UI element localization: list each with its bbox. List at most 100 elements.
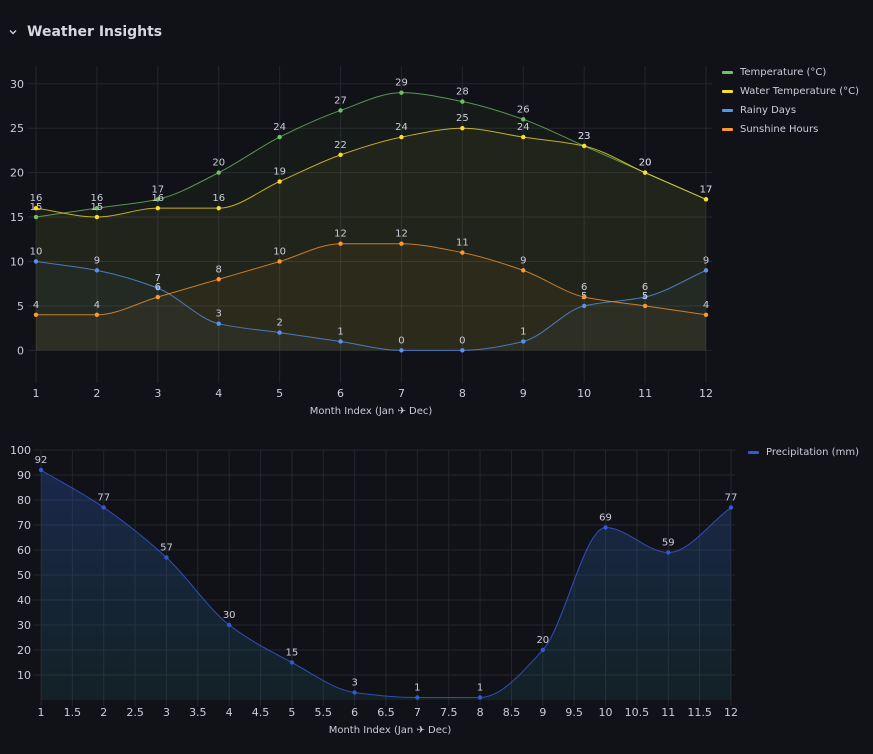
data-label: 69 (599, 513, 612, 524)
data-label: 16 (30, 193, 43, 204)
data-label: 4 (94, 300, 100, 311)
x-tick-label: 8.5 (503, 706, 521, 719)
data-label: 1 (477, 683, 483, 694)
data-label: 3 (351, 678, 357, 689)
data-point (277, 179, 282, 184)
x-tick-label: 5 (288, 706, 295, 719)
legend-label: Temperature (°C) (740, 67, 827, 78)
data-point (521, 268, 526, 273)
x-tick-label: 3 (163, 706, 170, 719)
data-label: 24 (273, 122, 286, 133)
data-point (399, 134, 404, 140)
legend-swatch (722, 71, 733, 74)
y-tick-label: 20 (17, 644, 31, 657)
data-point (94, 205, 100, 211)
data-label: 77 (97, 493, 110, 504)
x-tick-label: 5.5 (315, 706, 333, 719)
row-title: Weather Insights (27, 24, 163, 40)
data-label: 77 (725, 493, 738, 504)
y-tick-label: 80 (17, 494, 31, 507)
data-label: 20 (536, 635, 549, 646)
legend-swatch (722, 109, 733, 112)
legend-swatch (722, 128, 733, 131)
x-tick-label: 3 (154, 387, 161, 400)
x-tick-label: 11 (638, 387, 652, 400)
data-label: 92 (35, 455, 48, 466)
legend-label: Rainy Days (740, 105, 797, 116)
x-tick-label: 7 (414, 706, 421, 719)
data-label: 19 (273, 167, 286, 178)
x-tick-label: 2 (93, 387, 100, 400)
x-tick-label: 8 (459, 387, 466, 400)
legend-item-water-temperature-c[interactable]: Water Temperature (°C) (722, 82, 859, 101)
y-tick-label: 50 (17, 569, 31, 582)
data-point (352, 690, 357, 695)
data-label: 20 (639, 158, 652, 169)
data-point (38, 467, 44, 473)
x-tick-label: 10.5 (625, 706, 650, 719)
y-tick-label: 15 (10, 211, 24, 224)
data-label: 1 (414, 683, 420, 694)
data-label: 3 (216, 309, 222, 320)
data-point (33, 214, 39, 220)
data-label: 27 (334, 95, 347, 106)
x-tick-label: 5 (276, 387, 283, 400)
data-point (642, 303, 648, 309)
chart-legend: Precipitation (mm) (748, 443, 859, 462)
x-tick-label: 2.5 (126, 706, 144, 719)
data-label: 30 (223, 610, 236, 621)
data-label: 12 (334, 229, 347, 240)
top-panel-edge (0, 0, 873, 6)
x-tick-label: 1.5 (64, 706, 82, 719)
data-point (399, 90, 404, 95)
legend-swatch (748, 451, 759, 454)
series-area-rainy-days (36, 261, 706, 351)
data-point (155, 205, 161, 211)
x-tick-label: 10 (577, 387, 591, 400)
x-tick-label: 11.5 (687, 706, 712, 719)
data-label: 16 (91, 193, 104, 204)
x-axis-label: Month Index (Jan ✈ Dec) (310, 406, 433, 417)
data-label: 24 (517, 122, 530, 133)
x-tick-label: 6.5 (377, 706, 395, 719)
y-tick-label: 90 (17, 469, 31, 482)
series-area-water-temperature-c (36, 128, 706, 351)
data-point (289, 660, 295, 665)
data-point (460, 126, 465, 131)
data-point (728, 505, 734, 510)
data-point (703, 197, 709, 202)
data-label: 9 (703, 255, 709, 266)
data-label: 59 (662, 538, 675, 549)
legend-item-temperature-c[interactable]: Temperature (°C) (722, 63, 859, 82)
data-point (521, 339, 526, 344)
data-label: 1 (337, 326, 343, 337)
row-header-weather-insights[interactable]: Weather Insights (8, 20, 162, 44)
legend-label: Water Temperature (°C) (740, 86, 860, 97)
data-label: 22 (334, 140, 347, 151)
data-point (399, 348, 404, 353)
y-tick-label: 70 (17, 519, 31, 532)
data-label: 16 (151, 193, 164, 204)
legend-item-precipitation-mm[interactable]: Precipitation (mm) (748, 443, 859, 462)
data-label: 8 (216, 264, 222, 275)
data-label: 26 (517, 104, 530, 115)
legend-label: Precipitation (mm) (766, 447, 859, 458)
data-label: 23 (578, 131, 591, 142)
data-point (603, 525, 608, 530)
legend-item-rainy-days[interactable]: Rainy Days (722, 101, 859, 120)
data-point (277, 330, 282, 335)
x-tick-label: 2 (100, 706, 107, 719)
y-tick-label: 60 (17, 544, 31, 557)
data-label: 28 (456, 87, 469, 98)
data-label: 5 (642, 291, 648, 302)
x-tick-label: 7 (398, 387, 405, 400)
data-point (155, 197, 161, 202)
x-tick-label: 4 (226, 706, 233, 719)
data-label: 11 (456, 238, 469, 249)
legend-item-sunshine-hours[interactable]: Sunshine Hours (722, 120, 859, 139)
data-point (581, 143, 587, 149)
chevron-down-icon[interactable] (8, 27, 18, 37)
data-point (460, 348, 465, 353)
data-label: 20 (212, 158, 225, 169)
data-point (581, 303, 587, 309)
